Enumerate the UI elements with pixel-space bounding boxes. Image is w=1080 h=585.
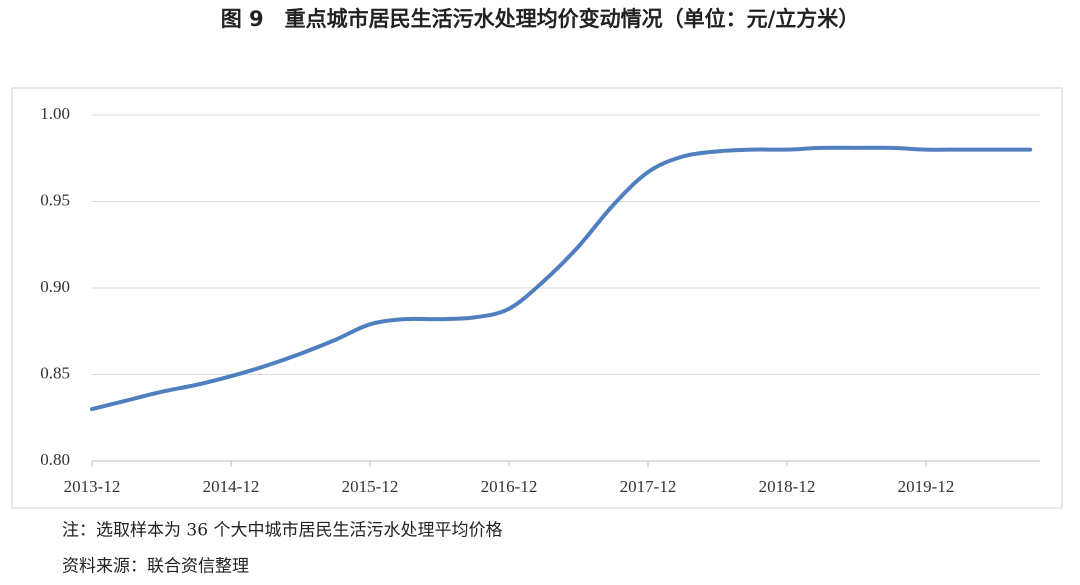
- x-tick-label: 2013-12: [64, 477, 121, 496]
- x-tick-label: 2016-12: [481, 477, 538, 496]
- x-tick-label: 2018-12: [759, 477, 816, 496]
- y-tick-label: 0.90: [40, 277, 70, 296]
- chart-frame: [11, 87, 1063, 509]
- chart-title: 图 9 重点城市居民生活污水处理均价变动情况（单位：元/立方米）: [221, 7, 860, 31]
- y-tick-label: 1.00: [40, 104, 70, 123]
- x-tick-label: 2015-12: [342, 477, 399, 496]
- note: 注：选取样本为 36 个大中城市居民生活污水处理平均价格: [62, 521, 502, 541]
- data-line: [90, 145, 1033, 412]
- y-tick-label: 0.85: [40, 363, 70, 382]
- x-tick-label: 2014-12: [203, 477, 260, 496]
- x-tick-label: 2017-12: [620, 477, 677, 496]
- y-tick-label: 0.80: [40, 450, 70, 469]
- x-tick-label: 2019-12: [898, 477, 955, 496]
- y-tick-label: 0.95: [40, 190, 70, 209]
- source: 资料来源：联合资信整理: [62, 557, 249, 577]
